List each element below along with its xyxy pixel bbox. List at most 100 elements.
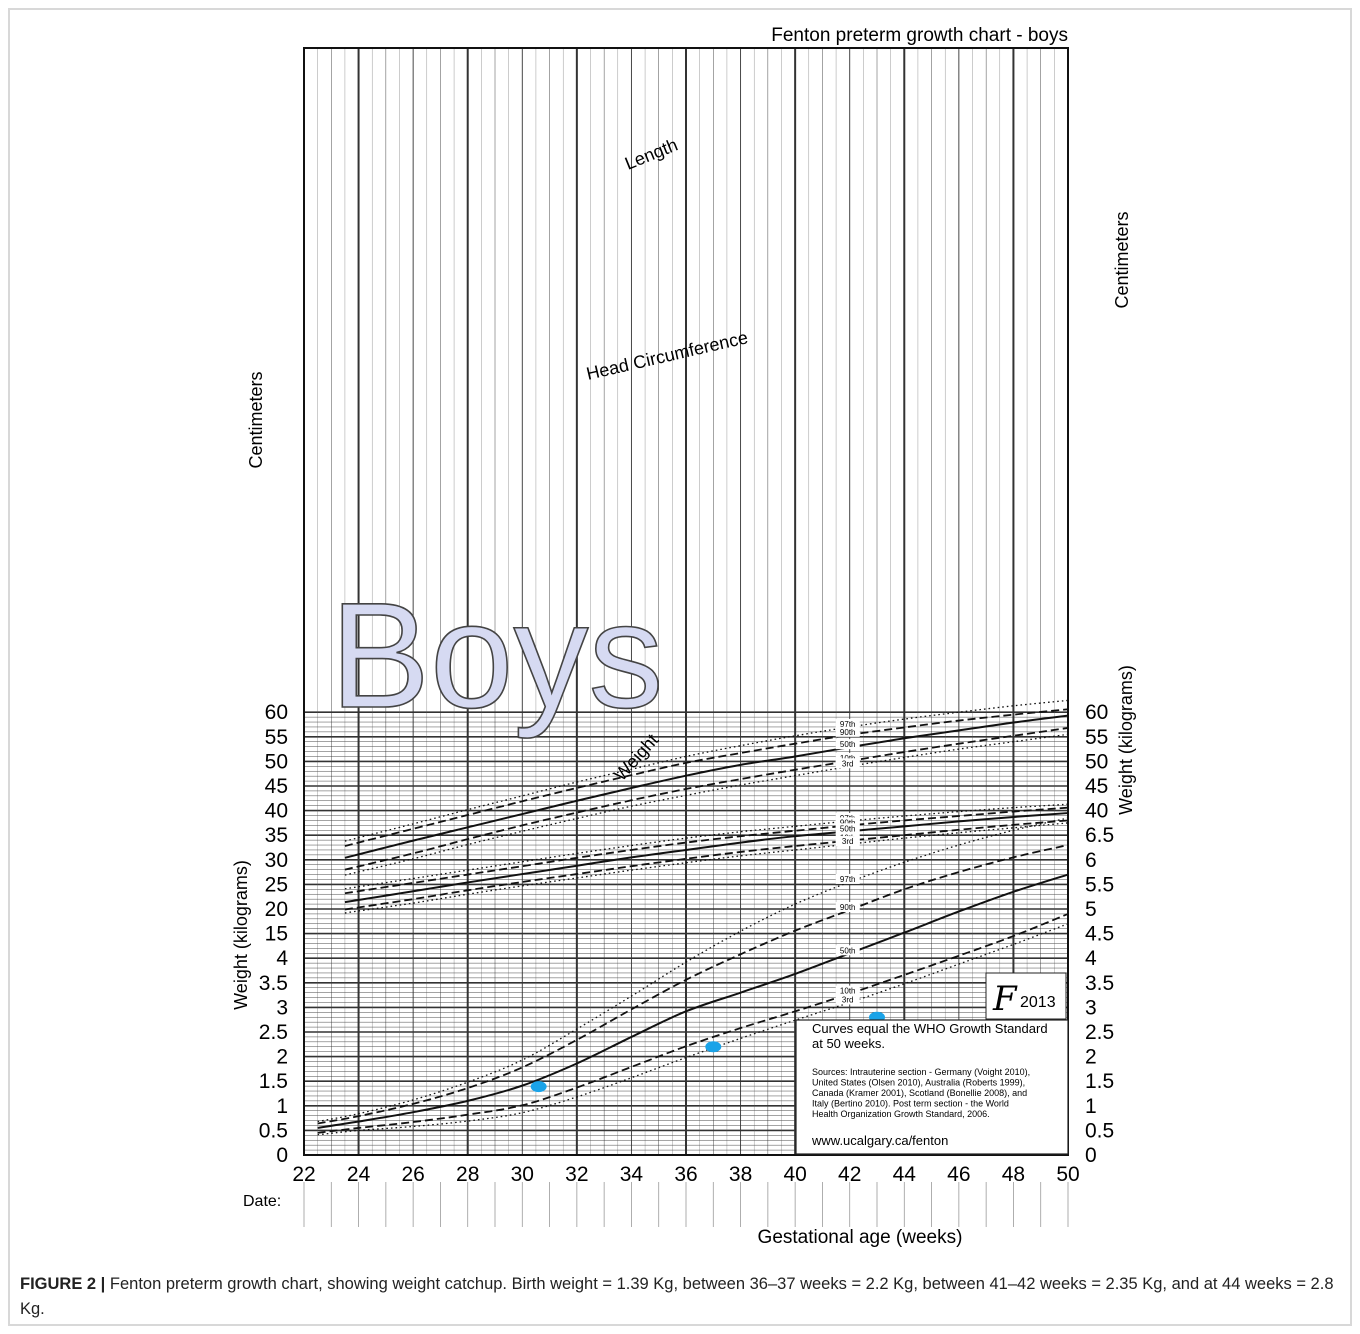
weight-tag-bg bbox=[835, 873, 860, 884]
logo-symbol: F bbox=[992, 979, 1018, 1019]
left-tick-label: 1.5 bbox=[259, 1070, 288, 1093]
weight-p3-label: 3rd bbox=[842, 995, 854, 1004]
head-circumference-section-label: Head Circumference bbox=[584, 327, 749, 384]
figure-frame bbox=[8, 8, 1352, 1326]
x-axis-title: Gestational age (weeks) bbox=[758, 1227, 963, 1248]
length-p3-label: 3rd bbox=[842, 759, 854, 768]
boys-watermark: Boys bbox=[330, 571, 663, 739]
info-box-heading: Curves equal the WHO Growth Standard at 5… bbox=[812, 1021, 1048, 1051]
length-tag-bg bbox=[835, 758, 860, 769]
head-tag-bg bbox=[835, 823, 860, 834]
left-tick-label: 20 bbox=[265, 898, 288, 921]
right-tick-label: 5 bbox=[1085, 898, 1097, 921]
logo-year: 2013 bbox=[1020, 994, 1056, 1011]
weight-tag-bg bbox=[835, 901, 860, 912]
x-tick-label: 48 bbox=[1002, 1163, 1025, 1186]
right-tick-label: 0 bbox=[1085, 1144, 1097, 1167]
plot-border bbox=[303, 47, 1069, 1156]
logo-box bbox=[985, 972, 1067, 1020]
head-circumference-p3-curve bbox=[344, 822, 1069, 914]
left-tick-label: 3.5 bbox=[259, 972, 288, 995]
left-tick-label: 30 bbox=[265, 849, 288, 872]
info-box-sources-line: Health Organization Growth Standard, 200… bbox=[812, 1109, 990, 1119]
figure-label: FIGURE 2 | bbox=[20, 1275, 106, 1293]
weight-tag-bg bbox=[835, 945, 860, 956]
right-tick-label: 4 bbox=[1085, 947, 1097, 970]
right-tick-label: 5.5 bbox=[1085, 873, 1114, 896]
left-tick-label: 2 bbox=[276, 1046, 288, 1069]
left-tick-label: 3 bbox=[276, 996, 288, 1019]
right-tick-label: 45 bbox=[1085, 775, 1108, 798]
head-circumference-p50-curve bbox=[344, 812, 1069, 904]
right-tick-label: 2 bbox=[1085, 1046, 1097, 1069]
title-background bbox=[760, 24, 1072, 46]
x-tick-label: 28 bbox=[456, 1163, 479, 1186]
right-ylabel-bottom: Weight (kilograms) bbox=[1116, 665, 1136, 815]
left-tick-label: 0 bbox=[276, 1144, 288, 1167]
x-tick-label: 38 bbox=[729, 1163, 752, 1186]
figure-caption: FIGURE 2 | Fenton preterm growth chart, … bbox=[20, 1272, 1340, 1322]
right-tick-label: 6.5 bbox=[1085, 824, 1114, 847]
info-box-url: www.ucalgary.ca/fenton bbox=[811, 1133, 948, 1148]
length-section-label: Length bbox=[622, 135, 681, 174]
info-box-heading-line: Curves equal the WHO Growth Standard bbox=[812, 1021, 1048, 1036]
left-tick-label: 45 bbox=[265, 775, 288, 798]
weight-p97-label: 97th bbox=[840, 875, 856, 884]
info-box-heading-line: at 50 weeks. bbox=[812, 1036, 885, 1051]
x-tick-label: 40 bbox=[783, 1163, 806, 1186]
left-tick-label: 15 bbox=[265, 923, 288, 946]
right-tick-label: 0.5 bbox=[1085, 1119, 1114, 1142]
right-tick-label: 60 bbox=[1085, 701, 1108, 724]
figure-caption-text: Fenton preterm growth chart, showing wei… bbox=[20, 1275, 1334, 1318]
weight-p10-curve bbox=[317, 913, 1069, 1134]
left-tick-label: 1 bbox=[276, 1095, 288, 1118]
length-p97-label: 97th bbox=[840, 720, 856, 729]
length-p90-label: 90th bbox=[840, 728, 856, 737]
length-tag-bg bbox=[835, 752, 860, 763]
info-box-sources-line: Sources: Intrauterine section - Germany … bbox=[812, 1067, 1030, 1077]
length-tag-bg bbox=[835, 739, 860, 750]
chart-title: Fenton preterm growth chart - boys bbox=[771, 25, 1068, 46]
length-p3-curve bbox=[344, 733, 1069, 876]
left-tick-label: 25 bbox=[265, 873, 288, 896]
length-p50-label: 50th bbox=[840, 740, 856, 749]
right-tick-label: 4.5 bbox=[1085, 923, 1114, 946]
weight-tag-bg bbox=[835, 985, 860, 996]
head-p50-label: 50th bbox=[840, 824, 856, 833]
x-tick-label: 30 bbox=[511, 1163, 534, 1186]
left-tick-label: 4 bbox=[276, 947, 288, 970]
length-p10-curve bbox=[344, 727, 1069, 871]
weight-p50-curve bbox=[317, 873, 1069, 1129]
length-p50-curve bbox=[344, 714, 1069, 859]
x-tick-label: 32 bbox=[565, 1163, 588, 1186]
weight-p50-label: 50th bbox=[840, 946, 856, 955]
length-p97-curve bbox=[344, 699, 1069, 842]
length-p90-curve bbox=[344, 708, 1069, 847]
left-tick-label: 50 bbox=[265, 750, 288, 773]
weight-p97-curve bbox=[317, 817, 1069, 1123]
patient-weight-point bbox=[530, 1081, 547, 1093]
x-tick-label: 24 bbox=[347, 1163, 371, 1186]
right-tick-label: 1.5 bbox=[1085, 1070, 1114, 1093]
right-ylabel-top: Centimeters bbox=[1112, 211, 1132, 308]
right-tick-label: 3 bbox=[1085, 996, 1097, 1019]
head-tag-bg bbox=[835, 836, 860, 847]
info-box-sources-line: Italy (Bertino 2010). Post term section … bbox=[812, 1099, 1009, 1109]
x-tick-label: 44 bbox=[893, 1163, 917, 1186]
x-tick-label: 36 bbox=[674, 1163, 697, 1186]
left-tick-label: 0.5 bbox=[259, 1119, 288, 1142]
x-tick-label: 22 bbox=[292, 1163, 315, 1186]
head-circumference-p97-curve bbox=[344, 803, 1069, 890]
patient-weight-point bbox=[705, 1041, 722, 1053]
right-tick-label: 2.5 bbox=[1085, 1021, 1114, 1044]
head-circumference-p90-curve bbox=[344, 806, 1069, 895]
x-tick-label: 34 bbox=[620, 1163, 644, 1186]
x-tick-label: 50 bbox=[1056, 1163, 1079, 1186]
growth-chart: Date:00.511.522.533.54152025303540455055… bbox=[231, 24, 1136, 1248]
info-box-sources-line: United States (Olsen 2010), Australia (R… bbox=[812, 1078, 1025, 1088]
weight-p90-curve bbox=[317, 844, 1069, 1125]
weight-p3-curve bbox=[317, 923, 1069, 1136]
head-tag-bg bbox=[835, 817, 860, 828]
right-tick-label: 1 bbox=[1085, 1095, 1097, 1118]
x-tick-label: 42 bbox=[838, 1163, 861, 1186]
